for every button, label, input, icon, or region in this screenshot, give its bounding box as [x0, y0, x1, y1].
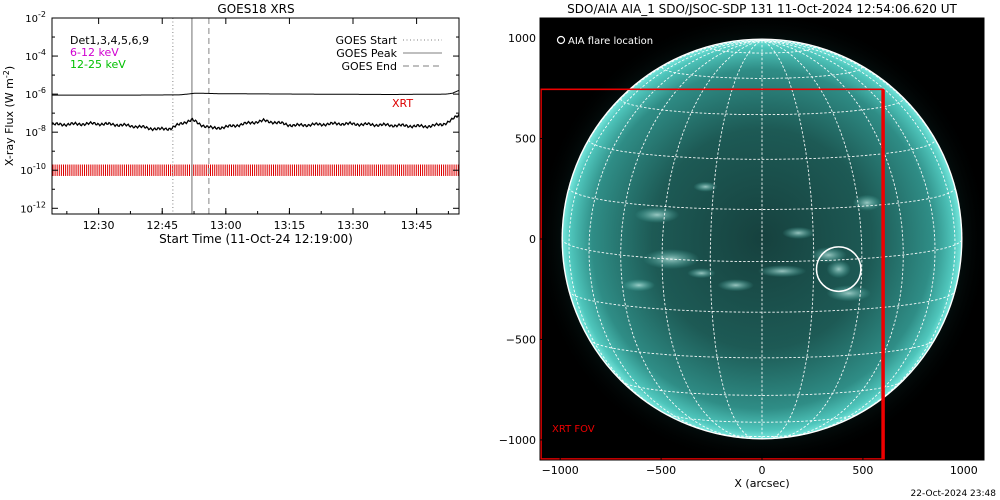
active-region	[757, 265, 807, 278]
goes-channel-label: 12-25 keV	[70, 58, 126, 71]
longitude-line	[761, 40, 863, 439]
goes-x-axis-label: Start Time (11-Oct-24 12:19:00)	[159, 232, 353, 246]
longitude-line	[761, 40, 936, 435]
aia-y-tick-label: 1000	[508, 32, 536, 45]
longitude-line	[761, 40, 956, 424]
latitude-line	[568, 290, 956, 313]
goes-series-line	[52, 89, 459, 96]
goes-y-axis-label-close: )	[3, 66, 16, 70]
xrt-fov-box	[540, 88, 885, 460]
xrt-observation-ticks	[52, 164, 459, 176]
active-region	[826, 260, 851, 279]
longitude-line	[709, 40, 763, 440]
aia-x-axis: −1000 −500 0 500 1000	[542, 454, 978, 477]
flare-legend-icon	[556, 35, 566, 45]
goes-y-axis-label-exp: -2	[2, 70, 11, 78]
aia-x-tick-label: 0	[759, 464, 766, 477]
goes-y-axis-label-main: X-ray Flux (W m	[3, 78, 16, 166]
goes-y-tick-label: 10-8	[25, 124, 46, 139]
goes-x-tick-label: 13:00	[210, 219, 242, 232]
goes-time-markers	[172, 18, 210, 214]
goes-channel-label: Det1,3,4,5,6,9	[70, 34, 149, 47]
flare-location-circle	[815, 246, 862, 293]
aia-x-tick-label: −500	[646, 464, 676, 477]
active-region	[717, 279, 754, 292]
xrt-label: XRT	[392, 97, 413, 110]
latitude-line	[664, 412, 860, 423]
active-region	[693, 181, 718, 192]
footer-timestamp: 22-Oct-2024 23:48	[911, 489, 997, 499]
goes-x-tick-label: 13:45	[401, 219, 433, 232]
longitude-line	[761, 40, 904, 438]
goes-y-tick-label: 10-12	[20, 200, 46, 215]
goes-y-tick-label: 10-4	[25, 48, 46, 63]
aia-image-plot: SDO/AIA AIA_1 SDO/JSOC-SDP 131 11-Oct-20…	[499, 2, 985, 490]
flare-legend: AIA flare location	[556, 35, 653, 47]
goes-legend-label: GOES Peak	[336, 47, 397, 60]
aia-x-axis-label: X (arcsec)	[734, 477, 789, 490]
latitude-line	[621, 381, 903, 396]
goes-y-tick-label: 10-2	[25, 10, 46, 25]
aia-plot-title: SDO/AIA AIA_1 SDO/JSOC-SDP 131 11-Oct-20…	[567, 2, 957, 16]
longitude-line	[661, 40, 763, 439]
xrt-fov-label: XRT FOV	[552, 424, 595, 435]
goes-x-tick-label: 12:45	[146, 219, 178, 232]
goes-legend-label: GOES Start	[336, 34, 398, 47]
limb-outline	[561, 38, 963, 440]
longitude-line	[761, 40, 815, 440]
active-region	[634, 206, 680, 223]
goes-y-tick-label: 10-10	[20, 162, 46, 177]
goes-y-tick-label: 10-6	[25, 86, 46, 101]
goes-series-line	[52, 113, 459, 132]
goes-x-axis: 12:30 12:45 13:00 13:15 13:30 13:45	[66, 18, 449, 232]
goes-plot-title: GOES18 XRS	[217, 2, 294, 16]
active-region	[826, 285, 871, 302]
aia-x-tick-label: 1000	[950, 464, 978, 477]
heliographic-grid	[561, 38, 963, 440]
goes-plot-frame	[51, 17, 460, 215]
goes-y-axis-label: X-ray Flux (W m-2)	[2, 66, 16, 166]
active-region	[782, 226, 815, 240]
longitude-line	[588, 40, 763, 435]
aia-y-axis: 1000 500 0 −500 −1000	[499, 32, 546, 447]
longitude-line	[620, 40, 763, 438]
goes-x-tick-label: 13:30	[337, 219, 369, 232]
aia-y-tick-label: −1000	[499, 434, 536, 447]
goes-x-tick-label: 12:30	[83, 219, 115, 232]
aia-y-tick-label: −500	[506, 333, 536, 346]
goes-series-group	[52, 89, 459, 132]
active-region	[687, 268, 716, 279]
goes-channel-label: 6-12 keV	[70, 46, 119, 59]
latitude-line	[709, 47, 815, 54]
active-region	[622, 279, 656, 292]
aia-y-tick-label: 0	[529, 233, 536, 246]
aia-y-tick-label: 500	[515, 133, 536, 146]
goes-xrs-plot: GOES18 XRS 10-2 10-4 10-6 10-8 10-10 10-12 12…	[2, 2, 460, 246]
aia-x-tick-label: −1000	[542, 464, 579, 477]
goes-legend-label: GOES End	[341, 60, 397, 73]
goes-x-tick-label: 13:15	[274, 219, 306, 232]
aia-x-tick-label: 500	[852, 464, 873, 477]
flare-legend-label: AIA flare location	[568, 36, 653, 47]
longitude-line	[568, 40, 763, 424]
flare-circle	[815, 246, 862, 293]
goes-y-axis: 10-2 10-4 10-6 10-8 10-10 10-12	[20, 10, 459, 215]
